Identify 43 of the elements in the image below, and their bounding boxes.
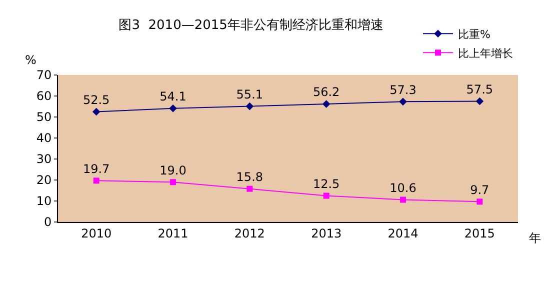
point — [476, 97, 484, 106]
point — [399, 98, 407, 106]
y-tick-label: 10 — [36, 194, 52, 208]
text: 54.1 — [160, 90, 186, 104]
point — [246, 186, 253, 192]
point — [476, 198, 483, 205]
y-tick-label: 50 — [36, 110, 52, 124]
x-axis-title: 年 — [529, 231, 541, 245]
point — [323, 192, 330, 199]
text: 57.5 — [466, 82, 494, 96]
text: 19.7 — [82, 162, 110, 176]
x-tick-label: 2012 — [234, 226, 265, 240]
legend-label: 比上年增长 — [458, 46, 513, 60]
y-tick-label: 40 — [36, 131, 52, 146]
y-tick-label: 60 — [36, 89, 52, 104]
text: 19.0 — [160, 163, 186, 178]
y-tick-label: 20 — [36, 173, 52, 188]
text: 56.2 — [312, 85, 340, 100]
point — [246, 102, 254, 110]
y-tick-label: 30 — [36, 152, 52, 166]
point — [92, 108, 100, 116]
x-tick-label: 2014 — [388, 226, 418, 240]
text: 55.1 — [236, 88, 264, 102]
y-axis-title: % — [25, 53, 36, 67]
text: 10.6 — [390, 180, 416, 195]
x-tick-label: 2015 — [464, 226, 495, 240]
chart-title: 图3 2010—2015年非公有制经济比重和增速 — [118, 18, 384, 33]
x-tick-label: 2010 — [81, 226, 112, 240]
point — [170, 179, 176, 186]
legend-label: 比重% — [458, 28, 490, 41]
point — [400, 196, 406, 203]
y-tick-label: 0 — [44, 215, 52, 230]
text: 9.7 — [470, 182, 490, 197]
x-tick-label: 2011 — [158, 226, 188, 240]
point — [169, 104, 177, 112]
x-tick-label: 2013 — [311, 226, 342, 240]
text: 57.3 — [390, 82, 416, 97]
text: 15.8 — [236, 170, 264, 184]
text: 52.5 — [82, 93, 110, 107]
point — [93, 178, 100, 184]
text: 12.5 — [312, 177, 340, 191]
point — [322, 100, 330, 108]
y-tick-label: 70 — [36, 68, 52, 82]
